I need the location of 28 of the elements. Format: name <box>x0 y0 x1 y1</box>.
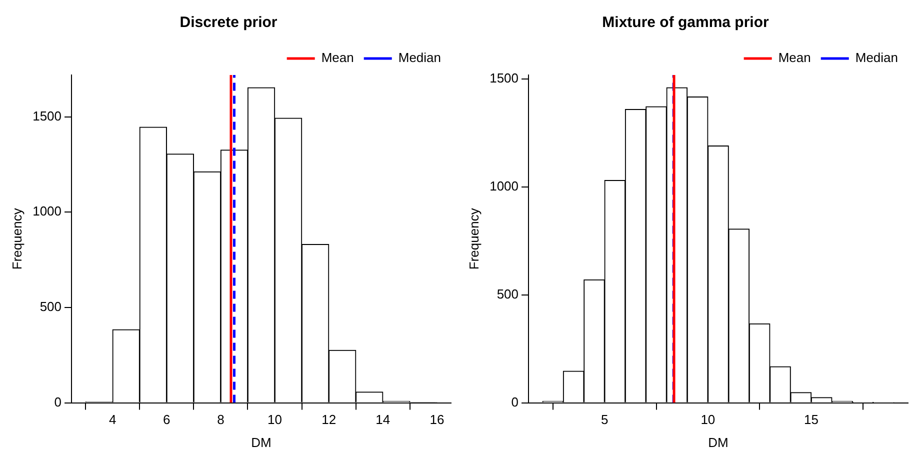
y-tick-label: 1500 <box>32 108 62 124</box>
chart-title: Mixture of gamma prior <box>602 14 770 32</box>
y-tick-label: 0 <box>54 394 62 410</box>
y-tick-label: 1500 <box>490 70 519 86</box>
y-tick-label: 1000 <box>32 204 62 219</box>
y-tick-label: 0 <box>511 394 519 410</box>
x-tick-label: 10 <box>268 412 282 428</box>
legend-label: Median <box>855 50 898 66</box>
y-tick-label: 500 <box>496 286 519 302</box>
x-tick-label: 14 <box>376 412 390 428</box>
x-tick-label: 10 <box>700 412 716 428</box>
x-tick-label: 8 <box>217 412 224 428</box>
legend-label: Mean <box>778 50 811 66</box>
legend-label: Mean <box>321 50 354 66</box>
y-axis-title: Frequency <box>9 208 24 270</box>
x-axis-title: DM <box>251 434 272 450</box>
x-tick-label: 6 <box>163 412 170 428</box>
legend-label: Median <box>398 50 442 66</box>
y-axis-title: Frequency <box>466 208 482 270</box>
x-tick-label: 15 <box>804 412 819 428</box>
y-tick-label: 500 <box>40 299 62 314</box>
x-tick-label: 5 <box>600 412 608 428</box>
x-tick-label: 16 <box>430 412 444 428</box>
chart-title: Discrete prior <box>180 14 278 32</box>
x-axis-title: DM <box>708 434 728 450</box>
y-tick-label: 1000 <box>490 178 519 194</box>
x-tick-label: 4 <box>108 412 116 428</box>
x-tick-label: 12 <box>322 412 336 428</box>
